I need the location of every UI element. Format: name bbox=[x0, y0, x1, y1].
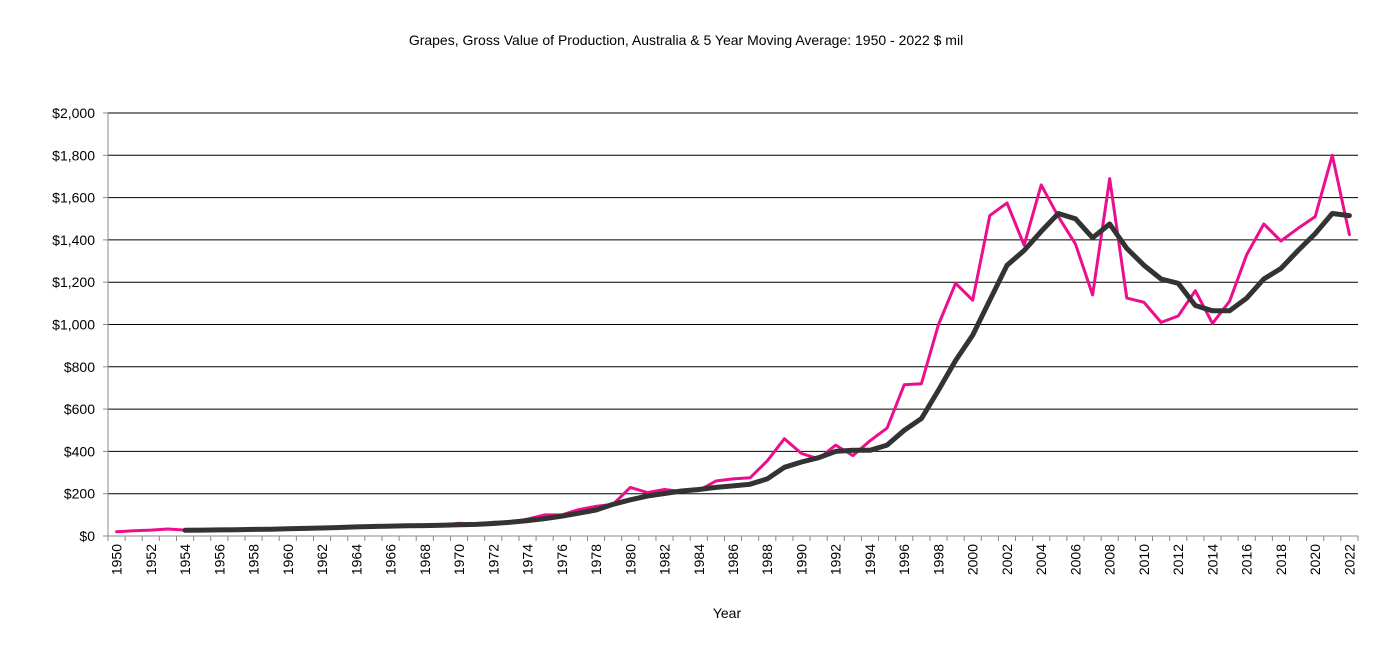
x-tick-label: 1958 bbox=[246, 544, 262, 575]
x-tick-label: 2022 bbox=[1341, 544, 1357, 575]
x-tick-label: 1976 bbox=[554, 544, 570, 575]
x-tick-label: 1956 bbox=[211, 544, 227, 575]
x-tick-label: 2000 bbox=[965, 544, 981, 575]
x-tick-label: 1964 bbox=[348, 544, 364, 575]
x-tick-label: 1974 bbox=[520, 544, 536, 575]
x-tick-label: 1950 bbox=[109, 544, 125, 575]
x-tick-label: 2016 bbox=[1239, 544, 1255, 575]
x-tick-label: 2006 bbox=[1067, 544, 1083, 575]
y-tick-label: $600 bbox=[64, 401, 95, 417]
x-tick-label: 2004 bbox=[1033, 544, 1049, 575]
y-tick-label: $1,600 bbox=[52, 190, 95, 206]
series-line-moving-average bbox=[182, 211, 1352, 533]
x-tick-label: 1954 bbox=[177, 544, 193, 575]
x-tick-label: 1984 bbox=[691, 544, 707, 575]
x-tick-label: 1980 bbox=[622, 544, 638, 575]
x-tick-label: 2002 bbox=[999, 544, 1015, 575]
y-tick-label: $200 bbox=[64, 486, 95, 502]
series-line-annual bbox=[115, 153, 1351, 534]
x-tick-label: 1986 bbox=[725, 544, 741, 575]
x-tick-label: 1952 bbox=[143, 544, 159, 575]
x-tick-label: 1998 bbox=[930, 544, 946, 575]
y-tick-label: $800 bbox=[64, 359, 95, 375]
x-tick-label: 1970 bbox=[451, 544, 467, 575]
y-tick-label: $2,000 bbox=[52, 105, 95, 121]
y-tick-label: $1,400 bbox=[52, 232, 95, 248]
x-tick-label: 2008 bbox=[1102, 544, 1118, 575]
x-tick-label: 2020 bbox=[1307, 544, 1323, 575]
chart-title: Grapes, Gross Value of Production, Austr… bbox=[409, 32, 963, 48]
x-tick-label: 1972 bbox=[485, 544, 501, 575]
x-tick-label: 1988 bbox=[759, 544, 775, 575]
x-tick-label: 1978 bbox=[588, 544, 604, 575]
x-axis-label: Year bbox=[713, 605, 742, 621]
x-tick-label: 1996 bbox=[896, 544, 912, 575]
y-tick-label: $1,000 bbox=[52, 317, 95, 333]
y-tick-label: $1,200 bbox=[52, 274, 95, 290]
x-tick-label: 2014 bbox=[1204, 544, 1220, 575]
x-tick-label: 2010 bbox=[1136, 544, 1152, 575]
x-tick-label: 1982 bbox=[657, 544, 673, 575]
y-tick-label: $0 bbox=[79, 528, 95, 544]
y-tick-label: $1,800 bbox=[52, 147, 95, 163]
x-tick-label: 2012 bbox=[1170, 544, 1186, 575]
x-tick-label: 1966 bbox=[383, 544, 399, 575]
x-tick-label: 1994 bbox=[862, 544, 878, 575]
x-tick-label: 1992 bbox=[828, 544, 844, 575]
x-tick-label: 2018 bbox=[1273, 544, 1289, 575]
y-tick-label: $400 bbox=[64, 443, 95, 459]
x-tick-label: 1968 bbox=[417, 544, 433, 575]
x-tick-label: 1960 bbox=[280, 544, 296, 575]
x-tick-label: 1990 bbox=[793, 544, 809, 575]
x-tick-label: 1962 bbox=[314, 544, 330, 575]
